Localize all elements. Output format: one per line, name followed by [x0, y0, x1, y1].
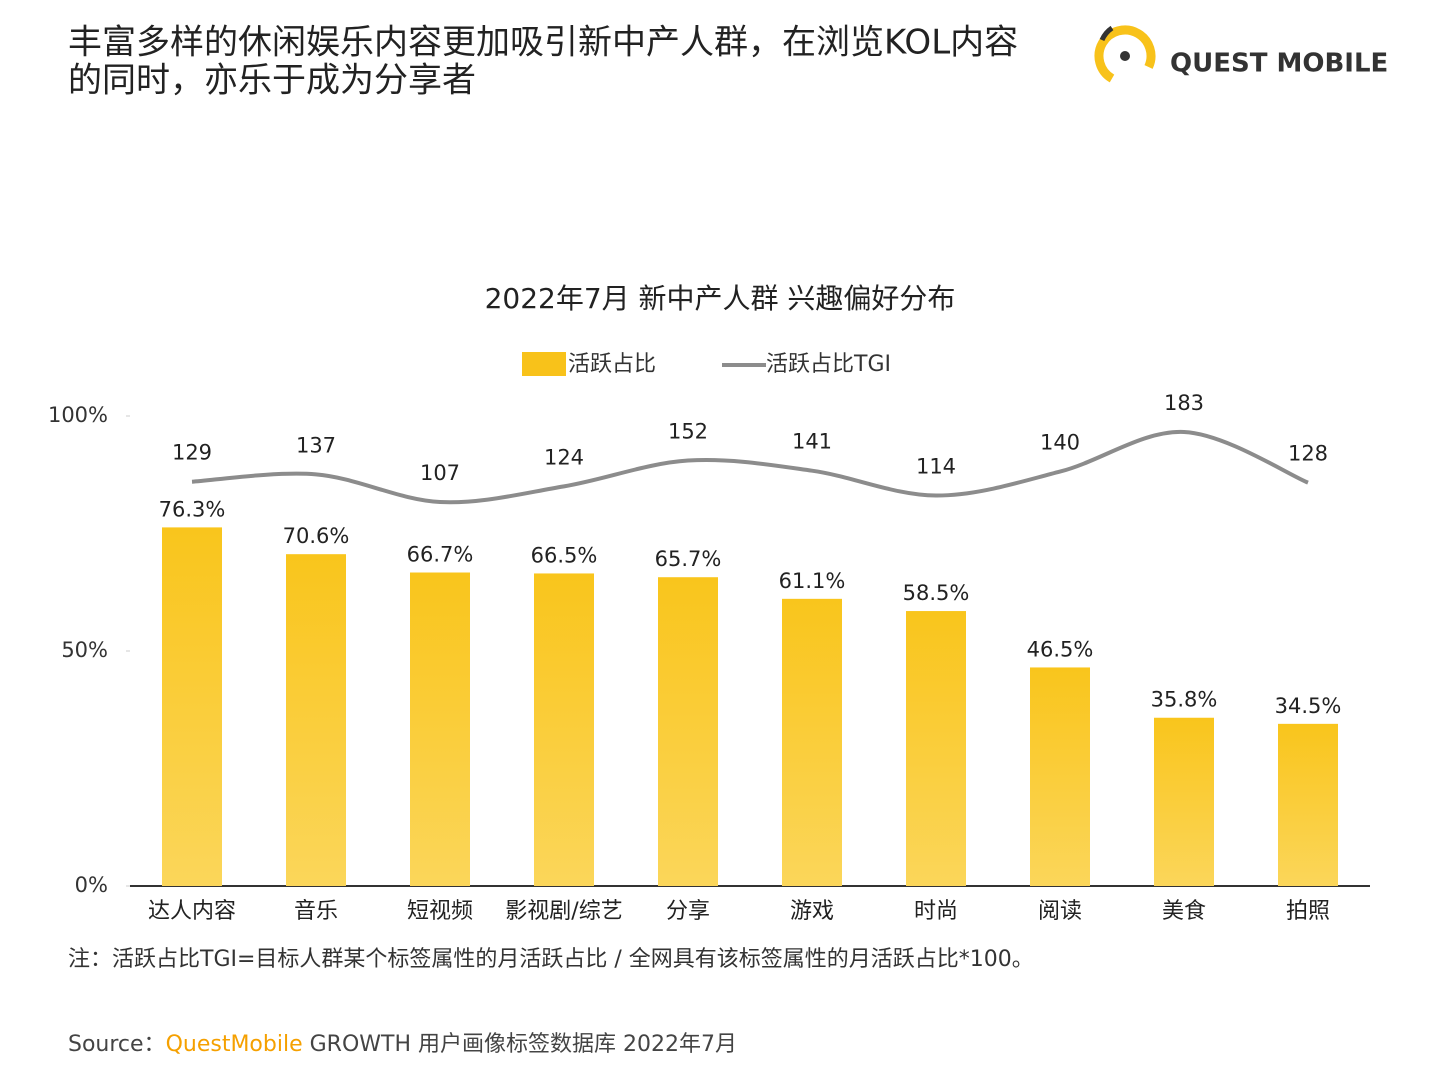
bar [1030, 667, 1090, 886]
source-brand: QuestMobile [166, 1032, 303, 1057]
data-label: 76.3% [159, 497, 226, 521]
data-label: 66.7% [407, 543, 474, 567]
bar [410, 572, 470, 886]
x-tick-label: 达人内容 [148, 899, 236, 924]
data-label: 35.8% [1151, 688, 1218, 712]
data-label: 114 [916, 455, 956, 479]
x-tick-label: 分享 [666, 899, 710, 924]
bar [162, 527, 222, 886]
bar [534, 573, 594, 886]
data-label: 46.5% [1027, 637, 1094, 661]
data-label: 34.5% [1275, 694, 1342, 718]
bar [782, 598, 842, 886]
chart-title: 2022年7月 新中产人群 兴趣偏好分布 [485, 282, 956, 315]
source-prefix: Source： [68, 1032, 166, 1057]
x-tick-label: 阅读 [1038, 899, 1082, 924]
data-label: 128 [1288, 442, 1328, 466]
data-label: 65.7% [655, 547, 722, 571]
y-tick-label: 50% [61, 638, 108, 662]
data-label: 107 [420, 461, 460, 485]
x-tick-label: 音乐 [294, 899, 338, 924]
x-tick-label: 短视频 [407, 899, 473, 924]
note: 注：活跃占比TGI=目标人群某个标签属性的月活跃占比 / 全网具有该标签属性的月… [68, 947, 1034, 972]
data-label: 66.5% [531, 543, 598, 567]
legend-label: 活跃占比 [568, 352, 656, 377]
x-tick-label: 美食 [1162, 899, 1206, 924]
headline: 丰富多样的休闲娱乐内容更加吸引新中产人群，在浏览KOL内容 [68, 23, 1018, 63]
logo-icon [1094, 25, 1156, 87]
source: Source：QuestMobile GROWTH 用户画像标签数据库 2022… [68, 1032, 737, 1057]
data-label: 152 [668, 420, 708, 444]
headline: 的同时，亦乐于成为分享者 [68, 61, 476, 101]
bar [1154, 717, 1214, 886]
legend-swatch [522, 352, 566, 376]
tgi-line [191, 429, 1309, 505]
legend-label: 活跃占比TGI [766, 352, 891, 377]
data-label: 183 [1164, 391, 1204, 415]
y-tick-label: 100% [48, 403, 108, 427]
bar [1278, 723, 1338, 886]
data-label: 129 [172, 441, 212, 465]
y-tick-label: 0% [75, 873, 108, 897]
data-label: 58.5% [903, 581, 970, 605]
x-tick-label: 拍照 [1286, 899, 1330, 924]
data-label: 140 [1040, 431, 1080, 455]
x-tick-label: 游戏 [790, 899, 834, 924]
bar [906, 611, 966, 886]
x-tick-label: 影视剧/综艺 [505, 899, 622, 924]
data-label: 137 [296, 433, 336, 457]
data-label: 61.1% [779, 569, 846, 593]
source-rest: GROWTH 用户画像标签数据库 2022年7月 [303, 1032, 737, 1057]
data-label: 124 [544, 445, 584, 469]
data-label: 70.6% [283, 524, 350, 548]
x-tick-label: 时尚 [914, 899, 958, 924]
bar [658, 577, 718, 886]
data-label: 141 [792, 430, 832, 454]
bar [286, 554, 346, 886]
logo-text: QUEST MOBILE [1170, 49, 1388, 79]
